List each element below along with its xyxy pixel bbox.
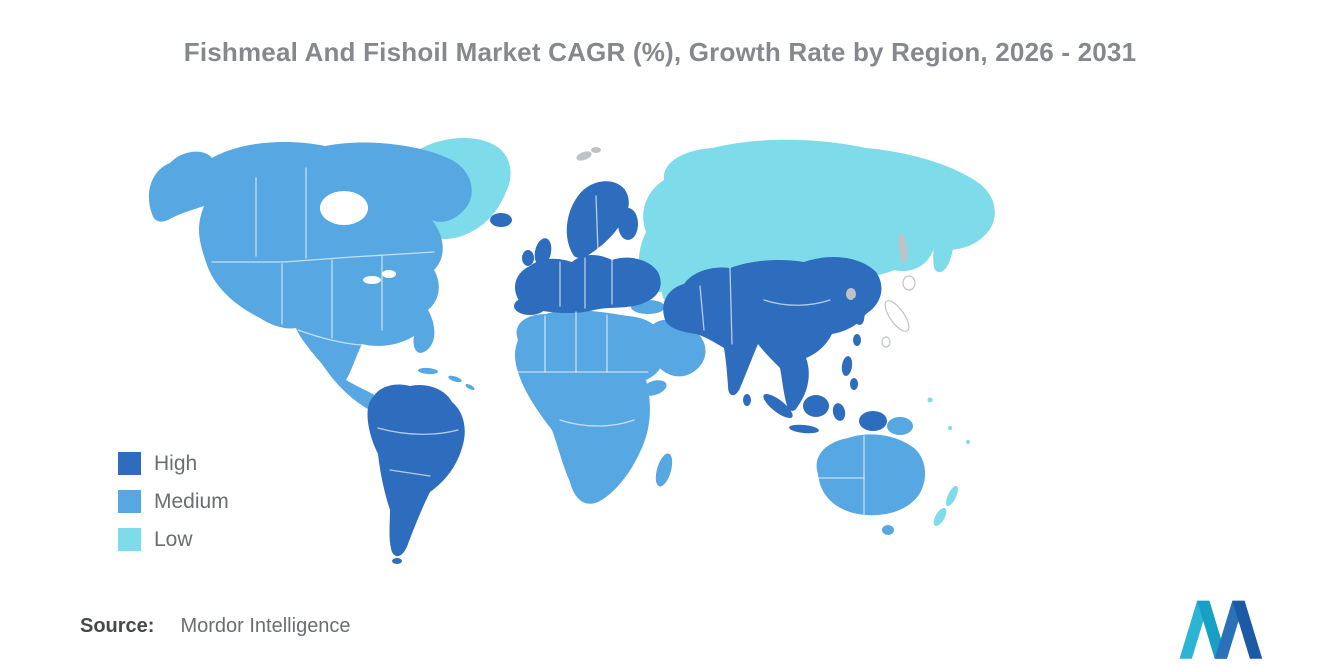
border-line [297, 329, 363, 346]
legend-label-low: Low [154, 527, 193, 551]
region-south-america [367, 384, 465, 557]
region-sumatra [763, 393, 793, 419]
border-line [699, 285, 705, 331]
source-label: Source: [80, 615, 155, 637]
region-iceland [490, 213, 512, 227]
region-japan-hokkaido [902, 275, 916, 291]
region-tierra-del-fuego [392, 558, 402, 564]
region-horn-of-africa [641, 380, 667, 396]
region-south-korea [850, 298, 865, 325]
legend-swatch-high [118, 452, 141, 475]
region-borneo [803, 395, 829, 417]
region-svalbard-1 [576, 151, 592, 161]
country-borders [211, 167, 865, 515]
border-line [559, 419, 635, 427]
region-caribbean-1 [418, 367, 438, 375]
region-pacific-island-1 [927, 397, 933, 403]
region-west-new-guinea [859, 411, 887, 431]
region-taiwan [853, 334, 861, 346]
legend-swatch-medium [118, 490, 141, 513]
region-finland [618, 208, 638, 240]
region-caribbean-2 [448, 375, 462, 383]
border-line [763, 299, 831, 306]
legend-item-low: Low [118, 528, 229, 551]
region-java [789, 424, 819, 434]
border-line [595, 195, 599, 253]
region-australia [816, 434, 926, 516]
border-line [389, 469, 431, 477]
region-philippines-1 [841, 356, 853, 376]
border-line [377, 427, 459, 435]
low-color-swatch [118, 528, 141, 551]
source-line: Source: Mordor Intelligence [80, 615, 351, 638]
hudson-bay [320, 191, 368, 225]
region-madagascar [655, 453, 673, 487]
region-japan-kyushu [881, 336, 891, 348]
chart-title: Fishmeal And Fishoil Market CAGR (%), Gr… [183, 37, 1137, 68]
region-svalbard-2 [591, 147, 601, 153]
legend: High Medium Low [118, 452, 229, 566]
region-iberia [514, 297, 546, 315]
region-pacific-island-3 [966, 440, 970, 444]
region-asia-high [663, 257, 882, 411]
legend-swatch-low [118, 528, 141, 551]
legend-label-medium: Medium [154, 489, 229, 513]
region-africa [515, 310, 665, 504]
source-value: Mordor Intelligence [180, 615, 351, 637]
region-sulawesi [832, 403, 846, 421]
region-kamchatka [933, 216, 954, 273]
region-north-america [148, 142, 472, 414]
logo-ribbon-4 [1232, 600, 1263, 659]
region-arabia [648, 319, 706, 377]
legend-item-high: High [118, 452, 229, 475]
legend-label-high: High [154, 451, 198, 475]
region-sakhalin [898, 233, 908, 263]
region-philippines-2 [850, 378, 858, 390]
legend-item-medium: Medium [118, 490, 229, 513]
region-pacific-island-2 [948, 426, 952, 430]
region-caribbean-3 [465, 384, 475, 390]
great-lake-1 [363, 276, 381, 284]
border-line [729, 267, 733, 345]
region-papua-new-guinea [887, 417, 913, 435]
border-line [211, 251, 435, 263]
region-japan-honshu [884, 300, 910, 332]
region-scandinavia [566, 181, 629, 259]
medium-color-swatch [118, 490, 141, 513]
mordor-intelligence-logo [1179, 600, 1263, 659]
region-uk [534, 238, 552, 266]
high-color-swatch [118, 452, 141, 475]
region-north-korea [846, 288, 856, 300]
region-new-zealand-south [933, 508, 947, 526]
region-europe [515, 255, 661, 314]
region-ireland [522, 250, 534, 266]
region-tasmania [882, 525, 894, 535]
great-lake-2 [382, 270, 396, 278]
region-sri-lanka [743, 394, 751, 406]
region-new-zealand-north [946, 485, 958, 507]
